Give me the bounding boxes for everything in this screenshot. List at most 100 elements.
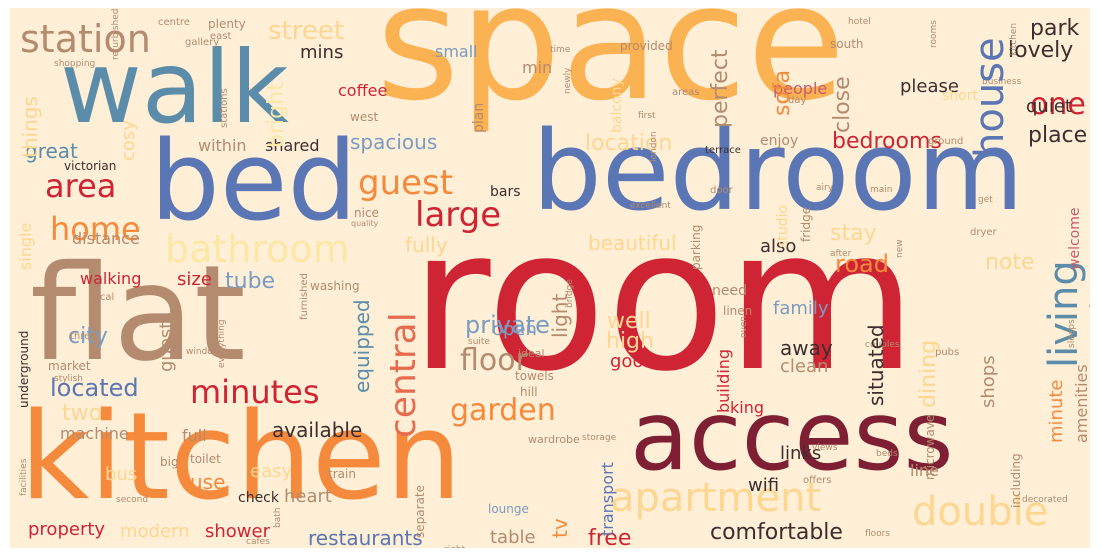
word-ground: ground bbox=[928, 136, 964, 147]
word-toilet: toilet bbox=[190, 452, 221, 466]
word-note: note bbox=[985, 250, 1035, 275]
word-including: including bbox=[1009, 453, 1023, 508]
word-terrace: terrace bbox=[705, 145, 741, 156]
word-bedroom: bedroom bbox=[532, 107, 1024, 235]
word-local: local bbox=[91, 292, 115, 303]
word-people: people bbox=[773, 79, 828, 98]
word-after: after bbox=[830, 249, 852, 259]
word-plan: plan bbox=[471, 102, 487, 133]
word-stations: stations bbox=[219, 88, 230, 128]
word-wifi: wifi bbox=[748, 475, 780, 496]
word-double: double bbox=[912, 489, 1049, 535]
word-studio: studio bbox=[775, 205, 791, 248]
word-shared: shared bbox=[265, 136, 320, 155]
word-area: area bbox=[45, 167, 117, 205]
word-short: short bbox=[942, 88, 978, 104]
word-lounge: lounge bbox=[488, 502, 529, 516]
word-situated: situated bbox=[864, 324, 888, 406]
word-dryer: dryer bbox=[970, 227, 997, 238]
word-restaurants: restaurants bbox=[308, 526, 423, 548]
word-check: check bbox=[238, 490, 279, 506]
word-suite: suite bbox=[468, 337, 490, 347]
word-main: main bbox=[870, 185, 893, 195]
word-hill: hill bbox=[520, 385, 538, 399]
word-newly: newly bbox=[563, 67, 573, 94]
word-dining: dining bbox=[916, 339, 941, 408]
word-new: new bbox=[895, 239, 905, 258]
word-big: big bbox=[160, 455, 179, 469]
word-enjoy: enjoy bbox=[760, 133, 799, 149]
word-nice: nice bbox=[354, 206, 379, 220]
word-station: station bbox=[20, 17, 151, 61]
word-heart: heart bbox=[284, 486, 332, 507]
word-large: large bbox=[415, 195, 502, 235]
word-bright: bright bbox=[264, 82, 289, 148]
word-offers: offers bbox=[803, 475, 832, 486]
word-provided: provided bbox=[620, 39, 673, 53]
word-apartment: apartment bbox=[610, 475, 822, 521]
word-full: full bbox=[182, 426, 207, 445]
word-parking: parking bbox=[689, 224, 703, 270]
word-line: line bbox=[910, 461, 939, 480]
word-centre: centre bbox=[158, 17, 190, 28]
word-lovely: lovely bbox=[1008, 38, 1074, 63]
word-room: room bbox=[410, 187, 918, 415]
word-kitchen: kitchen bbox=[20, 388, 462, 527]
word-home: home bbox=[50, 210, 141, 248]
word-day: day bbox=[788, 95, 807, 106]
word-views: views bbox=[812, 443, 838, 453]
word-stay: stay bbox=[830, 221, 877, 246]
word-flat: flat bbox=[30, 237, 246, 391]
word-floor: floor bbox=[460, 343, 528, 378]
word-table: table bbox=[490, 527, 536, 548]
word-location: location bbox=[585, 131, 673, 156]
word-quiet: quiet bbox=[1026, 96, 1072, 117]
word-cafes: cafes bbox=[246, 537, 270, 547]
word-right: right bbox=[444, 546, 465, 549]
word-garden: garden bbox=[450, 393, 556, 428]
word-family: family bbox=[773, 298, 829, 319]
word-door: door bbox=[710, 185, 733, 196]
word-equipped: equipped bbox=[350, 299, 374, 393]
word-within: within bbox=[198, 136, 247, 155]
word-free: free bbox=[588, 526, 632, 549]
word-one: one bbox=[1030, 87, 1086, 122]
word-mins: mins bbox=[300, 42, 344, 63]
word-decorated: decorated bbox=[1022, 495, 1068, 505]
word-area2: areas bbox=[672, 87, 700, 98]
word-towels: towels bbox=[515, 369, 554, 383]
word-balcony: balcony bbox=[609, 78, 625, 133]
word-great: great bbox=[25, 139, 78, 163]
word-washing: washing bbox=[310, 279, 360, 293]
word-bathroom: bathroom bbox=[165, 227, 350, 271]
word-open: open bbox=[492, 319, 537, 340]
word-hotel: hotel bbox=[848, 17, 871, 27]
word-facilities: facilities bbox=[19, 458, 29, 496]
word-wardrobe: wardrobe bbox=[528, 433, 580, 446]
word-victorian: victorian bbox=[64, 159, 117, 173]
word-single: single bbox=[16, 222, 35, 270]
word-available: available bbox=[272, 418, 363, 442]
word-couples: couples bbox=[865, 340, 900, 350]
word-stylish: stylish bbox=[54, 374, 83, 384]
word-links: links bbox=[780, 443, 822, 464]
word-bus: bus bbox=[105, 464, 138, 485]
word-plenty: plenty bbox=[208, 17, 246, 31]
word-spacious: spacious bbox=[350, 130, 438, 154]
word-small: small bbox=[435, 42, 478, 61]
word-south: south bbox=[830, 37, 864, 51]
word-separate: separate bbox=[413, 485, 427, 538]
word-furnished: furnished bbox=[299, 273, 310, 320]
word-clean: clean bbox=[780, 356, 829, 377]
word-quality: quality bbox=[351, 219, 379, 228]
word-get: get bbox=[978, 195, 993, 205]
word-king: king bbox=[730, 398, 765, 417]
word-street: street bbox=[268, 16, 345, 46]
word-access: access bbox=[630, 380, 954, 492]
word-located: located bbox=[50, 374, 139, 402]
word-well: well bbox=[607, 309, 651, 334]
word-time: time bbox=[550, 45, 571, 55]
word-private: private bbox=[465, 311, 550, 339]
word-fridge: fridge bbox=[799, 206, 813, 242]
word-second: second bbox=[116, 495, 149, 505]
